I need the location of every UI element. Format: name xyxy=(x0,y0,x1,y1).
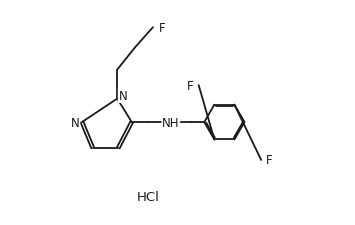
Text: F: F xyxy=(159,22,166,34)
Text: NH: NH xyxy=(162,116,180,129)
Text: F: F xyxy=(187,79,194,92)
Text: N: N xyxy=(71,116,80,129)
Text: F: F xyxy=(266,154,273,167)
Text: N: N xyxy=(119,90,127,103)
Text: HCl: HCl xyxy=(137,191,160,203)
